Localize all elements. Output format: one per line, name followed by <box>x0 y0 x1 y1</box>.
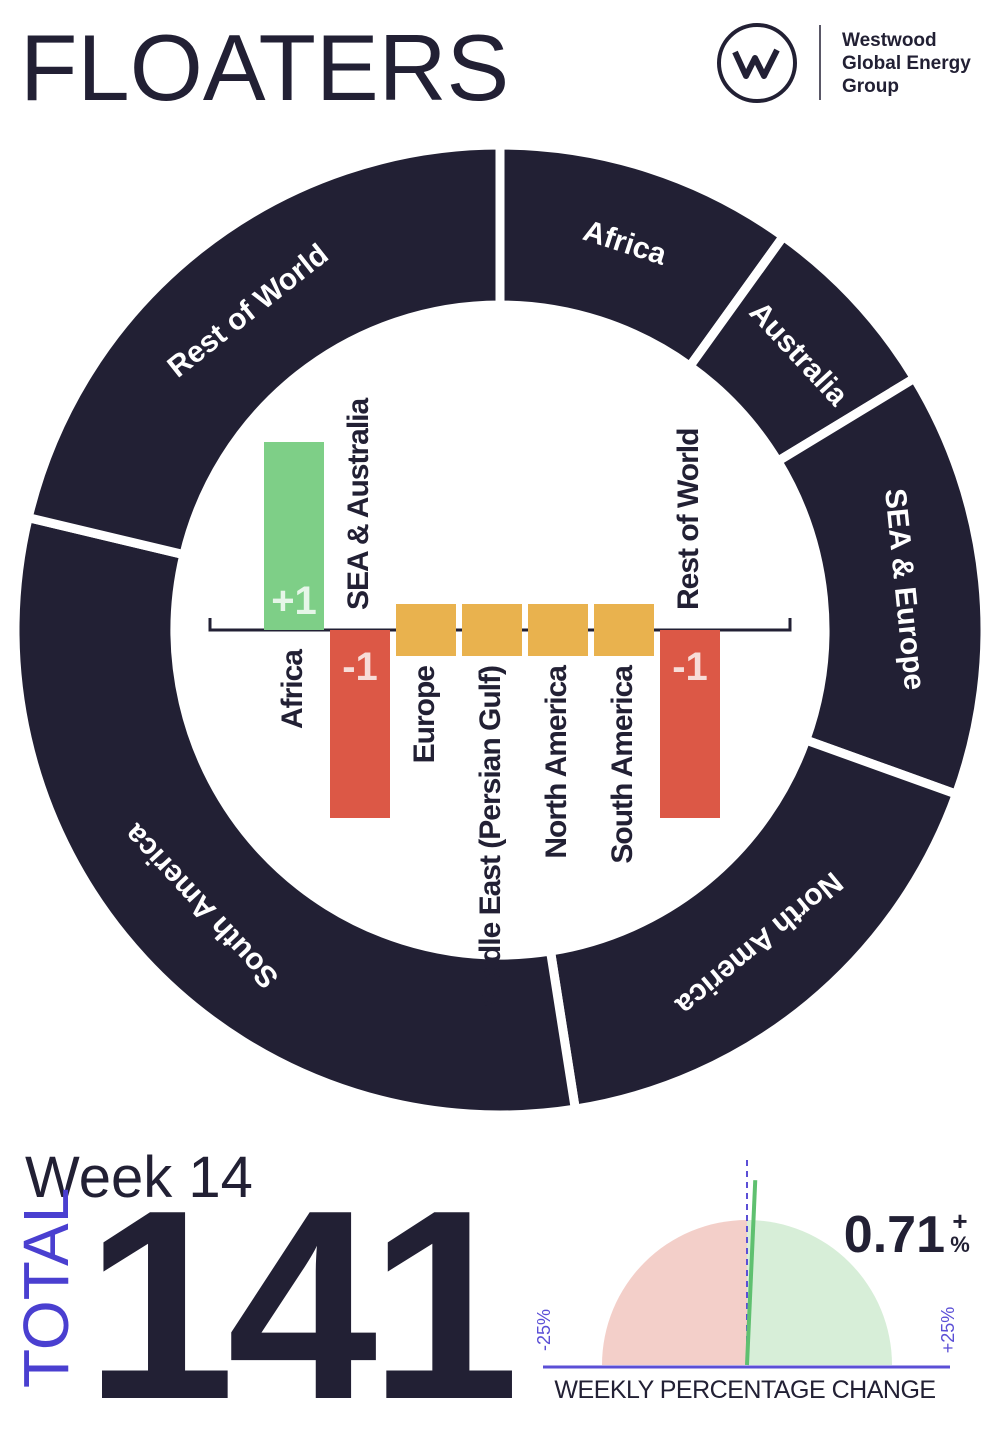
needle <box>745 1180 758 1366</box>
donut-segment <box>10 512 581 1120</box>
bar <box>660 630 720 818</box>
bar <box>264 442 324 630</box>
category-label: SEA & Australia <box>342 398 375 610</box>
bar-zero <box>462 604 522 656</box>
category-label: North America <box>540 665 573 859</box>
week-label: Week 14 <box>25 1145 253 1210</box>
logo-text: Group <box>842 76 899 97</box>
gauge-unit: % <box>950 1232 970 1257</box>
category-label: Europe <box>408 666 441 764</box>
donut-segment <box>545 734 963 1115</box>
gauge-positive <box>747 1220 892 1365</box>
logo-text: Global Energy <box>842 53 971 74</box>
tick-label: -25% <box>534 1309 554 1351</box>
total-label: TOTAL <box>10 1188 82 1388</box>
value-label: -1 <box>342 645 378 689</box>
category-label: Middle East (Persian Gulf) <box>474 666 507 1012</box>
tick-label: +25% <box>938 1307 958 1354</box>
logo-text: Westwood <box>842 30 937 51</box>
bar-zero <box>396 604 456 656</box>
bar-zero <box>594 604 654 656</box>
page-title: FLOATERS <box>20 15 509 120</box>
total-value: 141 <box>85 1155 513 1430</box>
gauge-value: 0.71 <box>844 1206 945 1264</box>
bar <box>330 630 390 818</box>
logo-mark <box>732 48 780 79</box>
gauge-sign: + <box>952 1206 967 1236</box>
value-label: -1 <box>672 645 708 689</box>
category-label: South America <box>606 665 639 864</box>
category-label: Rest of World <box>672 429 705 610</box>
logo-circle <box>717 23 797 103</box>
bar-zero <box>528 604 588 656</box>
category-label: Africa <box>276 649 309 729</box>
value-label: +1 <box>271 579 317 623</box>
donut-segment <box>771 372 990 800</box>
gauge-title: WEEKLY PERCENTAGE CHANGE <box>554 1376 935 1404</box>
gauge-negative <box>602 1220 747 1365</box>
logo: Westwood Global Energy Group <box>717 23 971 103</box>
donut-segment <box>22 140 505 561</box>
